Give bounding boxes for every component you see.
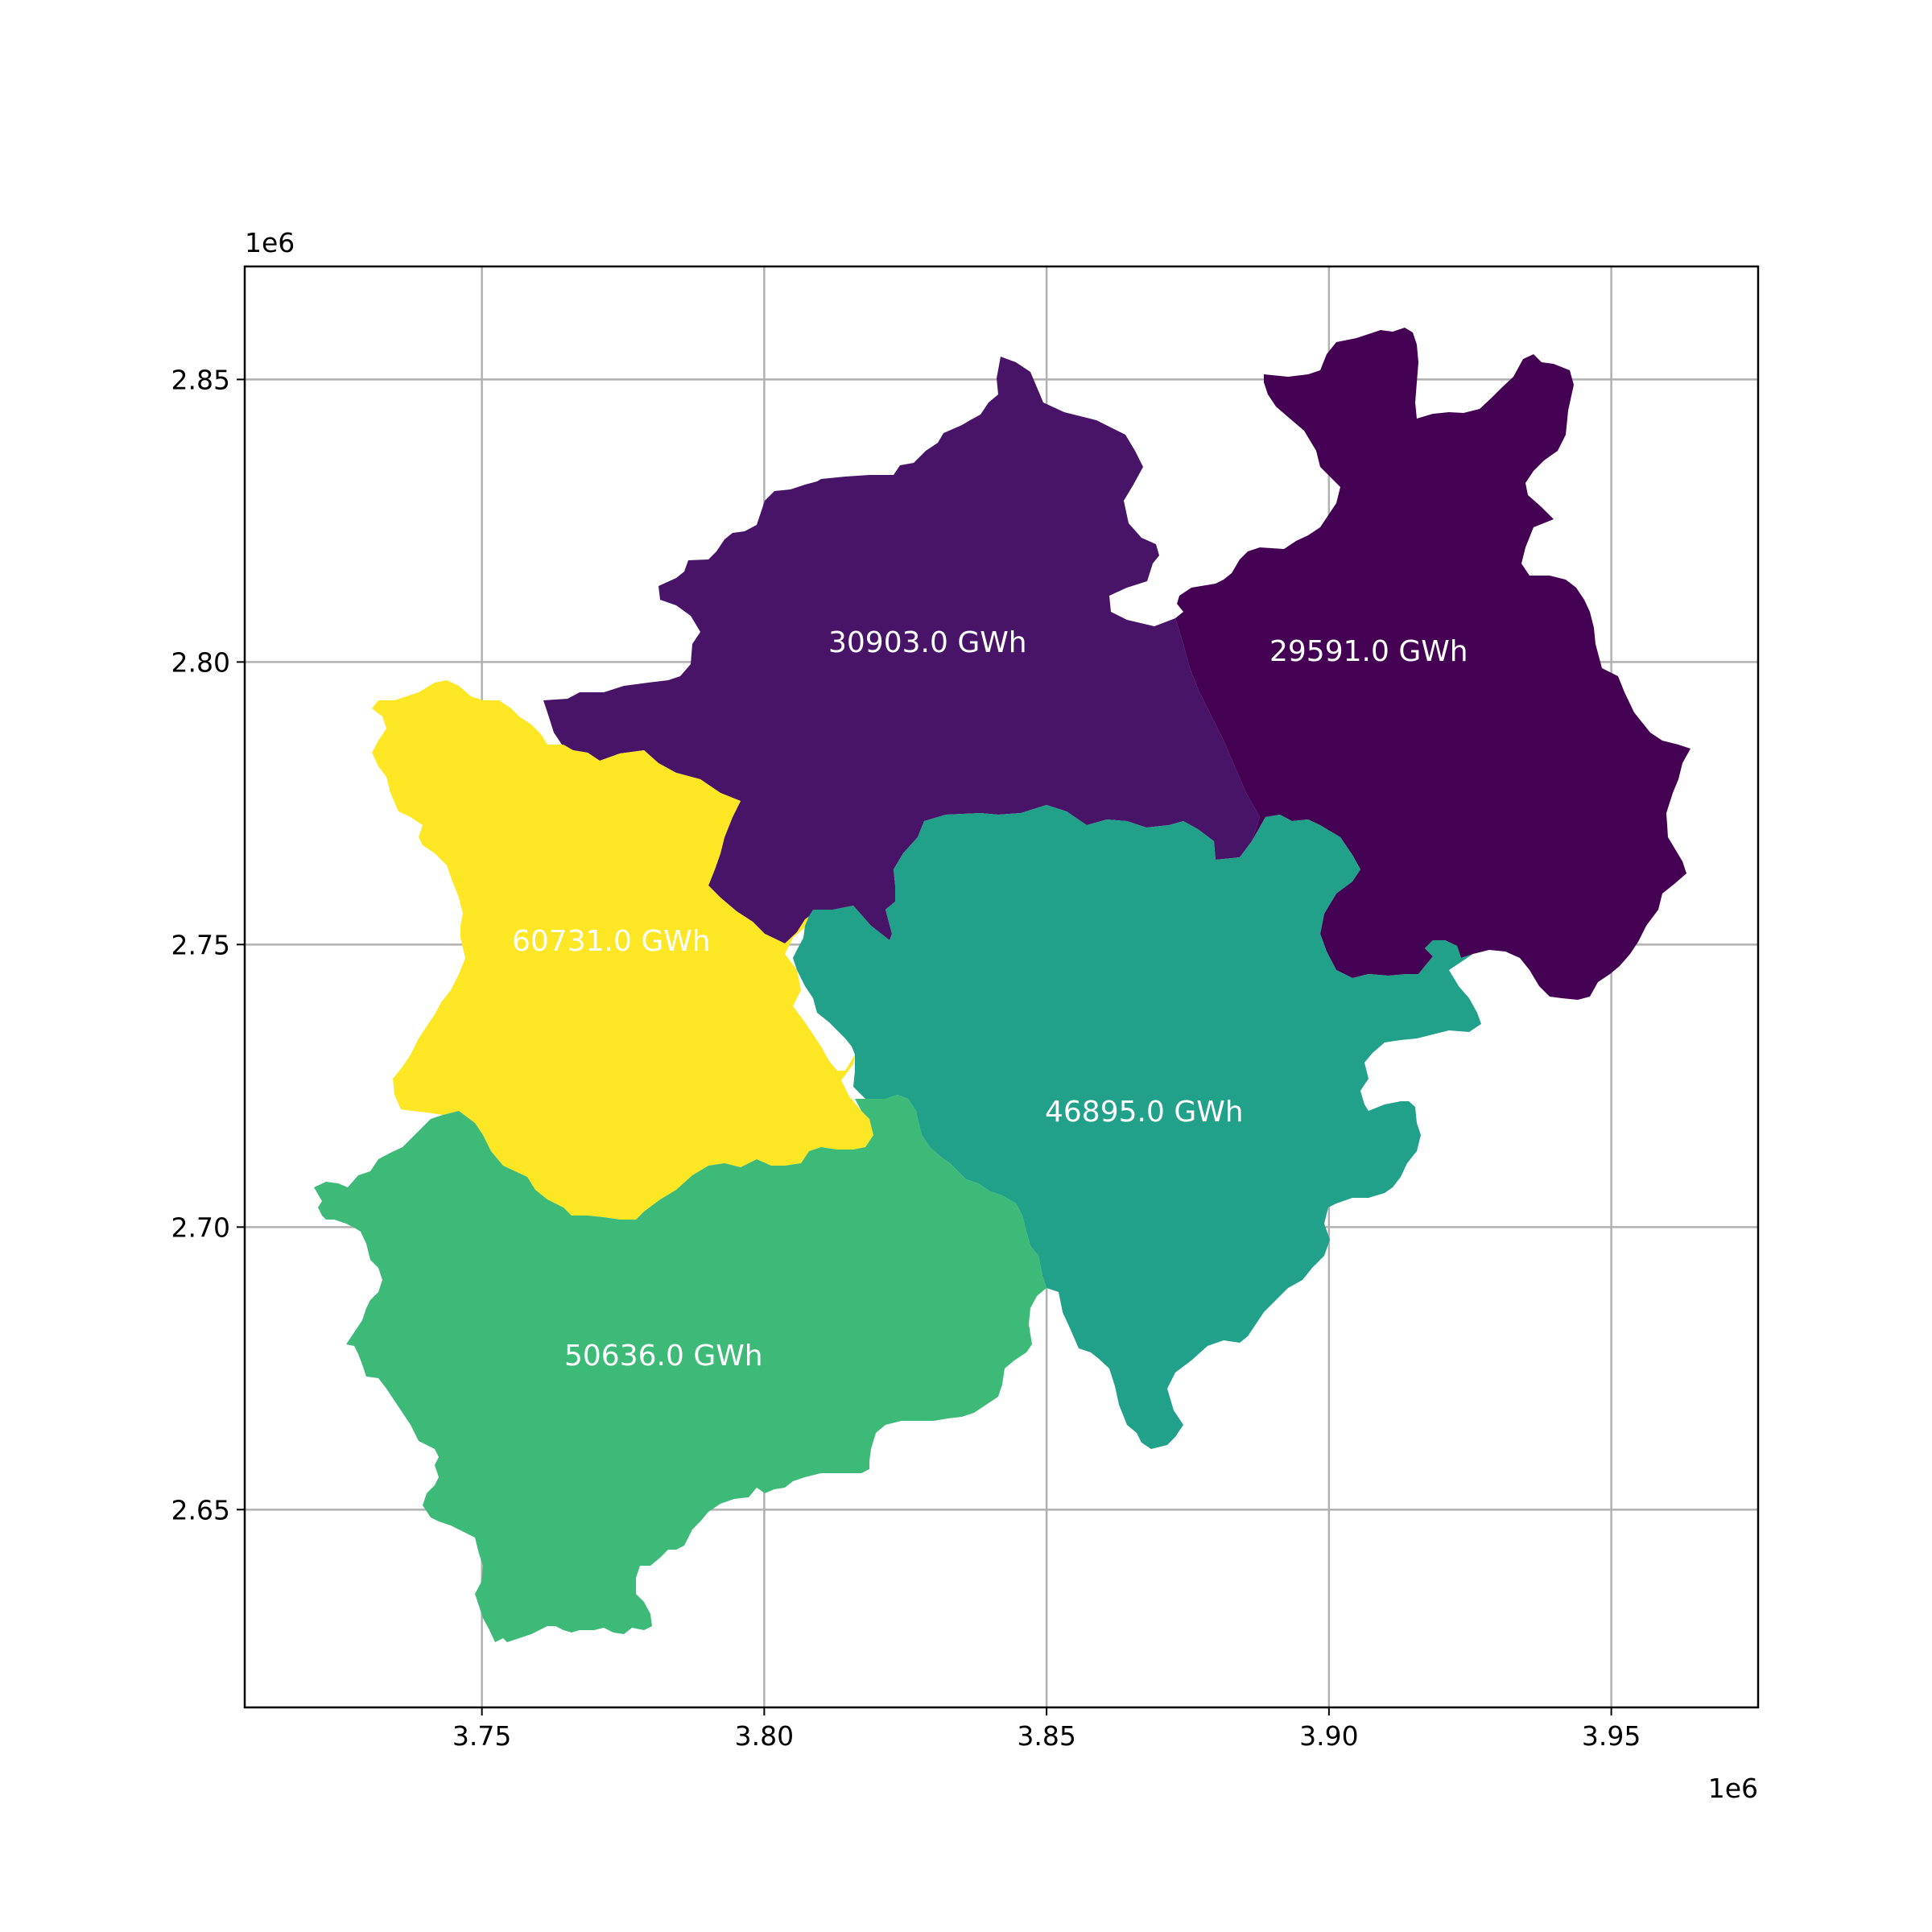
region-north-west xyxy=(543,357,1260,943)
region-south-west xyxy=(314,1095,1046,1642)
x-tick-label: 3.75 xyxy=(452,1720,511,1752)
region-label-west: 60731.0 GWh xyxy=(512,925,711,958)
y-axis: 2.65 2.70 2.75 2.80 2.85 xyxy=(171,364,245,1525)
x-tick-label: 3.85 xyxy=(1017,1720,1075,1752)
x-offset-label: 1e6 xyxy=(1708,1773,1758,1804)
region-layer xyxy=(314,328,1690,1642)
y-tick-label: 2.75 xyxy=(171,929,230,960)
y-tick-label: 2.65 xyxy=(171,1494,230,1525)
region-label-south-west: 50636.0 GWh xyxy=(564,1340,763,1373)
region-label-central: 46895.0 GWh xyxy=(1045,1096,1244,1129)
axes-frame xyxy=(243,265,1760,1709)
y-tick-label: 2.85 xyxy=(171,364,230,395)
x-axis: 3.75 3.80 3.85 3.90 3.95 xyxy=(452,1707,1641,1752)
x-tick-label: 3.80 xyxy=(735,1720,794,1752)
region-north-east xyxy=(1175,328,1690,1000)
region-label-north-west: 30903.0 GWh xyxy=(828,626,1027,659)
x-tick-label: 3.90 xyxy=(1299,1720,1358,1752)
x-tick-label: 3.95 xyxy=(1582,1720,1641,1752)
region-label-north-east: 29591.0 GWh xyxy=(1269,635,1468,668)
region-west xyxy=(372,680,873,1220)
y-tick-label: 2.80 xyxy=(171,646,230,678)
region-central xyxy=(793,805,1481,1449)
y-offset-label: 1e6 xyxy=(245,227,295,258)
y-tick-label: 2.70 xyxy=(171,1212,230,1243)
